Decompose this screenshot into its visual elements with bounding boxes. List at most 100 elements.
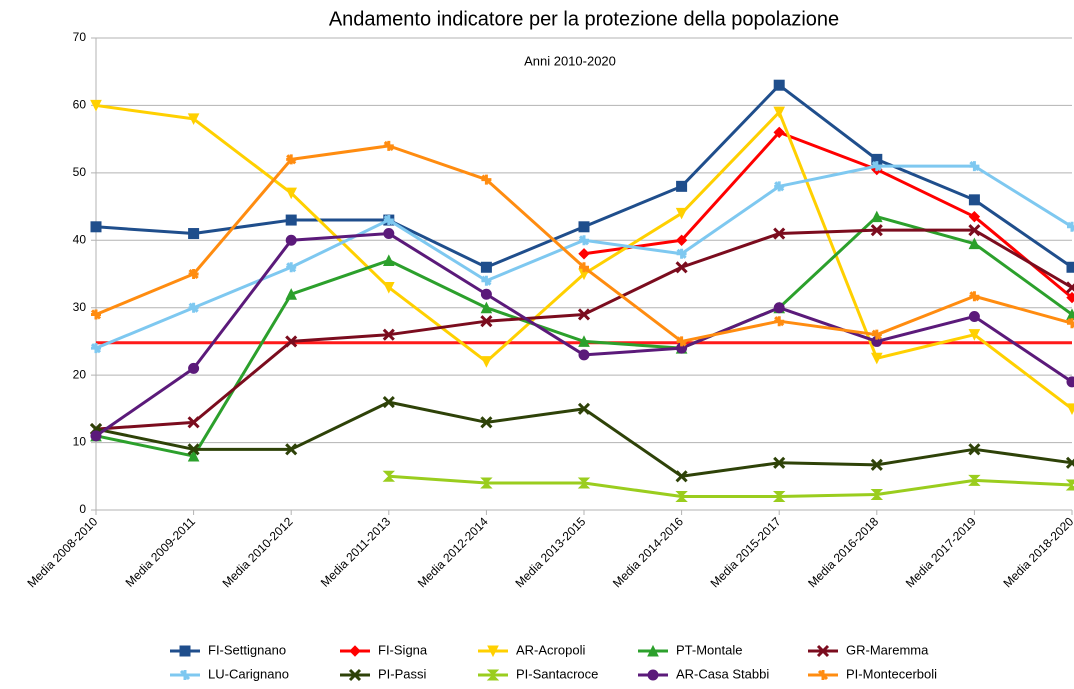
data-point [774,181,785,192]
data-point [382,470,396,482]
data-point [480,416,493,429]
legend-label: AR-Acropoli [516,642,585,657]
data-point [968,224,981,237]
data-point [773,227,786,240]
data-point [90,343,102,354]
data-point [90,221,102,233]
y-tick-label: 20 [73,367,87,381]
legend-label: PI-Santacroce [516,666,598,681]
data-point [969,161,980,172]
x-tick-label: Media 2010-2012 [220,514,296,590]
data-point [773,456,786,469]
x-tick-label: Media 2008-2010 [24,514,100,590]
data-point [772,491,786,503]
data-point [480,315,493,328]
data-point [870,352,883,365]
data-point [481,174,492,185]
legend-marker [349,645,361,657]
data-point [577,308,591,321]
legend-label: PI-Montecerboli [846,666,937,681]
legend-marker [647,644,659,657]
y-tick-label: 50 [73,165,87,179]
data-point [870,224,883,237]
data-point [1066,403,1074,415]
data-point [187,113,200,126]
y-tick-label: 70 [73,30,87,44]
data-point [773,106,786,119]
data-point [577,402,591,415]
legend-label: FI-Settignano [208,642,286,657]
data-point [90,309,102,320]
data-point [870,458,883,471]
data-point [285,187,298,200]
x-tick-label: Media 2009-2011 [123,514,199,590]
y-tick-label: 0 [79,502,86,516]
data-point [285,335,298,348]
data-point [481,275,492,286]
data-point [90,99,102,112]
legend-marker [179,645,191,657]
data-point [774,316,785,327]
data-point [676,180,688,192]
data-point [286,262,297,273]
data-point [480,356,493,368]
data-point [188,302,199,313]
legend-marker [487,645,499,658]
data-point [578,248,590,260]
data-point [773,79,785,91]
data-point [90,430,102,442]
data-point [1066,261,1074,273]
data-point [676,248,687,259]
data-point [383,214,394,226]
data-point [675,261,688,274]
data-point [188,228,200,240]
data-point [187,416,200,429]
data-point [577,477,591,489]
data-point [382,328,395,341]
legend-marker [486,669,500,681]
data-point [675,234,688,246]
data-point [480,288,492,300]
data-point [1066,318,1074,329]
legend-label: AR-Casa Stabbi [676,666,769,681]
data-point [382,281,395,294]
x-tick-label: Media 2012-2014 [415,514,491,590]
data-point [1065,456,1074,469]
data-point [480,301,493,314]
data-point [578,335,590,347]
data-point [286,154,297,165]
legend-marker [817,669,829,681]
data-point [578,235,590,246]
x-tick-label: Media 2013-2015 [512,514,588,590]
data-point [285,288,298,300]
data-point [870,488,884,500]
data-point [1066,291,1074,304]
y-tick-label: 30 [73,300,87,314]
data-point [1066,376,1074,388]
legend-marker [348,668,362,682]
x-tick-label: Media 2011-2013 [318,514,394,590]
data-point [675,491,688,503]
legend-label: PT-Montale [676,642,742,657]
data-point [285,443,298,456]
data-point [188,268,199,280]
x-tick-label: Media 2016-2018 [805,514,881,590]
legend-label: FI-Signa [378,642,428,657]
data-point [676,336,687,347]
legend-label: LU-Carignano [208,666,289,681]
data-point [187,443,200,456]
series-line [95,400,1073,478]
data-point [870,210,883,223]
data-point [968,237,981,250]
data-point [773,126,785,139]
data-point [480,261,492,273]
data-point [968,474,981,486]
data-point [675,470,688,483]
legend-label: GR-Maremma [846,642,929,657]
data-point [285,214,297,226]
y-tick-label: 40 [73,232,87,246]
data-point [187,449,200,462]
data-point [578,262,590,273]
legend-marker [816,644,830,658]
